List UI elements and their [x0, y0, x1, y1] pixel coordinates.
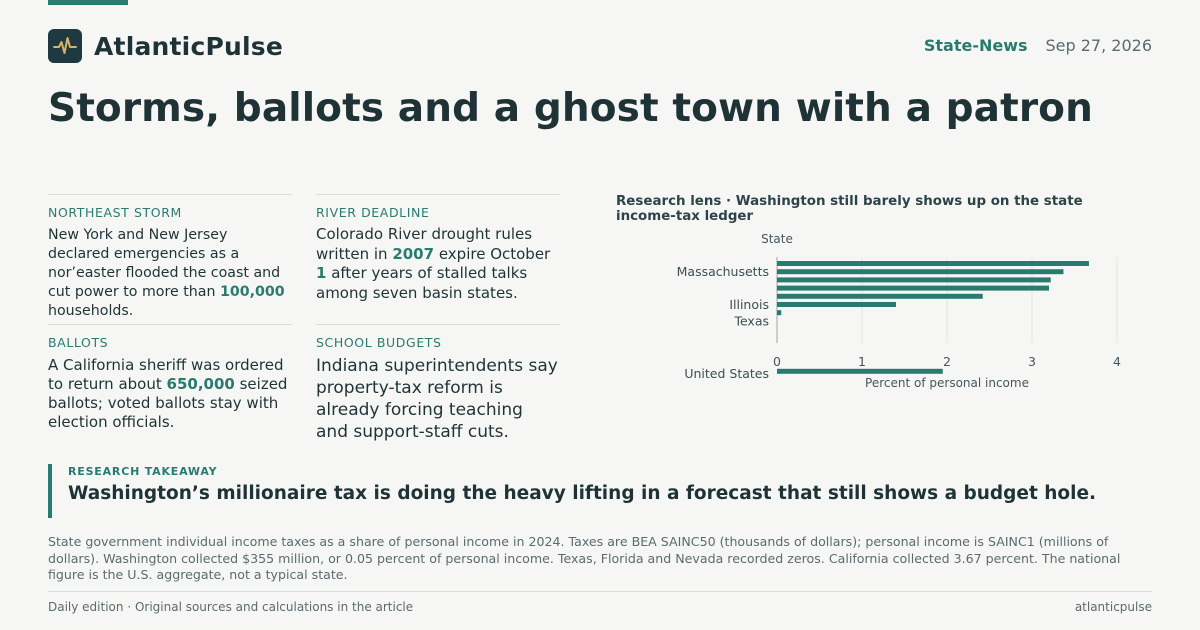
chart-title: Research lens · Washington still barely …: [616, 194, 1083, 224]
brief-kicker: BALLOTS: [48, 335, 109, 350]
footer-edition: Daily edition · Original sources and cal…: [48, 600, 414, 614]
footer-site-link[interactable]: atlanticpulse: [1074, 600, 1152, 614]
y-category-label: Massachusetts: [677, 264, 769, 279]
brief-card: NORTHEAST STORM New York and New Jersey …: [48, 194, 292, 321]
brief-highlight: 1: [316, 264, 327, 282]
top-accent-bar: [48, 0, 128, 5]
y-category-label: Illinois: [729, 297, 769, 312]
brief-text: A California sheriff was ordered to retu…: [48, 356, 284, 393]
brand-name: AtlanticPulse: [94, 31, 284, 61]
chart-bar: [777, 368, 943, 374]
takeaway-text: Washington’s millionaire tax is doing th…: [68, 483, 1097, 504]
x-tick-label: 0: [773, 354, 781, 369]
chart-source-note: State government individual income taxes…: [48, 534, 1121, 583]
brief-card: SCHOOL BUDGETS Indiana superintendents s…: [316, 324, 560, 443]
pulse-icon: [48, 29, 82, 63]
brief-highlight: 2007: [392, 244, 435, 263]
brief-text: Colorado River drought rules written in: [316, 225, 533, 263]
x-axis-title: Percent of personal income: [865, 376, 1029, 390]
brief-body: Indiana superintendents say property-tax…: [316, 355, 560, 443]
brand[interactable]: AtlanticPulse: [48, 29, 283, 63]
chart-bar: [777, 277, 1051, 283]
brief-kicker: SCHOOL BUDGETS: [316, 335, 442, 350]
chart-bar: [777, 261, 1089, 266]
brief-highlight: 650,000: [166, 375, 235, 393]
y-category-label: Texas: [733, 313, 769, 328]
brief-text: after years of stalled talks among seven…: [316, 264, 528, 302]
takeaway-label: RESEARCH TAKEAWAY: [68, 465, 218, 478]
brief-highlight: 100,000: [220, 284, 285, 300]
chart-bar: [777, 285, 1049, 291]
chart-bar: [777, 269, 1064, 275]
header-meta: State-News Sep 27, 2026: [924, 36, 1152, 55]
brief-text: households.: [48, 303, 134, 319]
brief-text: seized ballots; voted ballots stay with …: [48, 375, 288, 431]
brief-text: expire October: [434, 244, 551, 263]
chart-bar: [777, 302, 896, 307]
publish-date: Sep 27, 2026: [1045, 36, 1153, 55]
brief-card: BALLOTS A California sheriff was ordered…: [48, 324, 292, 432]
brief-card: RIVER DEADLINE Colorado River drought ru…: [316, 194, 560, 303]
footer-divider: [48, 591, 1152, 592]
y-axis-title: State: [761, 232, 793, 246]
brief-body: A California sheriff was ordered to retu…: [48, 356, 292, 432]
x-tick-label: 2: [943, 354, 951, 369]
x-tick-label: 3: [1028, 354, 1036, 369]
y-category-label: United States: [684, 366, 769, 381]
brief-text: New York and New Jersey declared emergen…: [48, 227, 281, 300]
brief-body: Colorado River drought rules written in …: [316, 225, 560, 303]
research-takeaway: RESEARCH TAKEAWAY Washington’s millionai…: [48, 464, 1152, 518]
x-tick-label: 1: [858, 354, 866, 369]
brief-text: Indiana superintendents say property-tax…: [316, 356, 558, 442]
brief-kicker: RIVER DEADLINE: [316, 205, 430, 220]
brief-kicker: NORTHEAST STORM: [48, 205, 182, 220]
chart-bar: [777, 310, 782, 316]
brief-body: New York and New Jersey declared emergen…: [48, 226, 292, 321]
page-headline: Storms, ballots and a ghost town with a …: [48, 86, 1093, 131]
section-link[interactable]: State-News: [923, 36, 1028, 55]
x-tick-label: 4: [1113, 354, 1121, 369]
chart-bar: [777, 293, 983, 299]
